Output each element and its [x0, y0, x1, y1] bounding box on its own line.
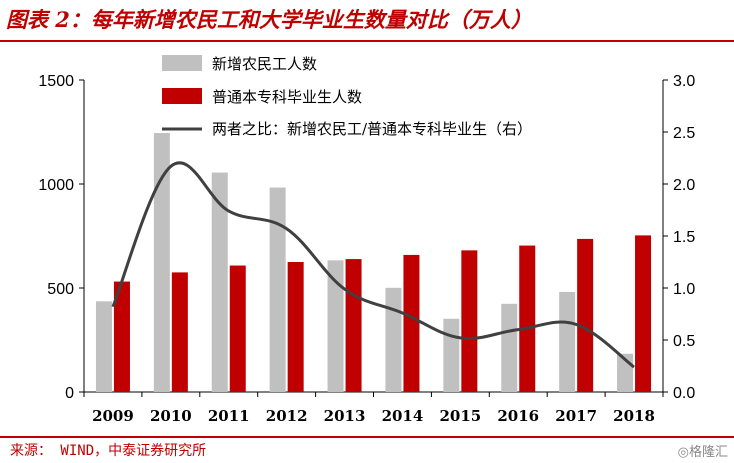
x-tick-label: 2009 — [92, 407, 134, 425]
bar-college-graduates — [171, 272, 188, 392]
bar-new-migrant-workers — [501, 303, 518, 392]
y-right-tick-label: 0.0 — [673, 385, 695, 402]
bar-new-migrant-workers — [385, 287, 402, 392]
y-right-tick-label: 1.5 — [673, 229, 695, 246]
ratio-line — [111, 161, 635, 369]
legend-label-new-migrant-workers: 新增农民工人数 — [212, 55, 317, 73]
bar-college-graduates — [345, 259, 362, 392]
bar-new-migrant-workers — [559, 291, 576, 392]
x-tick-label: 2012 — [266, 407, 308, 425]
bar-new-migrant-workers — [443, 318, 460, 392]
x-tick-label: 2013 — [324, 407, 366, 425]
y-right-tick-label: 1.0 — [673, 281, 695, 298]
source-note: 来源： WIND，中泰证券研究所 — [10, 443, 207, 459]
x-tick-label: 2018 — [613, 407, 655, 425]
bar-college-graduates — [577, 238, 594, 392]
y-left-tick-label: 500 — [47, 281, 74, 298]
watermark-label: ◎格隆汇 — [677, 445, 728, 460]
legend-label-college-graduates: 普通本专科毕业生人数 — [212, 88, 362, 106]
y-right-tick-label: 0.5 — [673, 333, 695, 350]
x-tick-label: 2016 — [497, 407, 539, 425]
footer-rule — [0, 436, 734, 438]
bar-college-graduates — [461, 250, 478, 392]
y-right-tick-label: 2.0 — [673, 177, 695, 194]
bar-new-migrant-workers — [95, 301, 112, 392]
bar-college-graduates — [403, 254, 420, 392]
y-left-tick-label: 0 — [65, 385, 74, 402]
bar-new-migrant-workers — [269, 187, 286, 392]
x-tick-label: 2014 — [382, 407, 424, 425]
y-right-tick-label: 2.5 — [673, 125, 695, 142]
y-right-tick-label: 3.0 — [673, 73, 695, 90]
bar-college-graduates — [113, 281, 130, 392]
bar-new-migrant-workers — [327, 260, 344, 392]
bar-new-migrant-workers — [211, 172, 228, 392]
y-left-tick-label: 1500 — [38, 73, 74, 90]
bar-college-graduates — [635, 235, 652, 392]
legend-swatch-new-migrant-workers — [162, 55, 202, 71]
bar-college-graduates — [519, 245, 536, 392]
x-tick-label: 2010 — [150, 407, 192, 425]
chart-title: 图表 2：每年新增农民工和大学毕业生数量对比（万人） — [6, 7, 532, 32]
x-tick-label: 2015 — [439, 407, 481, 425]
y-left-tick-label: 1000 — [38, 177, 74, 194]
bar-college-graduates — [229, 265, 246, 392]
legend-swatch-college-graduates — [162, 88, 202, 104]
x-tick-label: 2011 — [208, 407, 250, 425]
bars-group — [95, 133, 652, 393]
title-underline — [0, 40, 734, 42]
bar-new-migrant-workers — [153, 133, 170, 393]
x-tick-label: 2017 — [555, 407, 597, 425]
bar-college-graduates — [287, 262, 304, 392]
legend-label-ratio: 两者之比：新增农民工/普通本专科毕业生（右） — [212, 120, 532, 138]
line-group — [111, 161, 635, 369]
